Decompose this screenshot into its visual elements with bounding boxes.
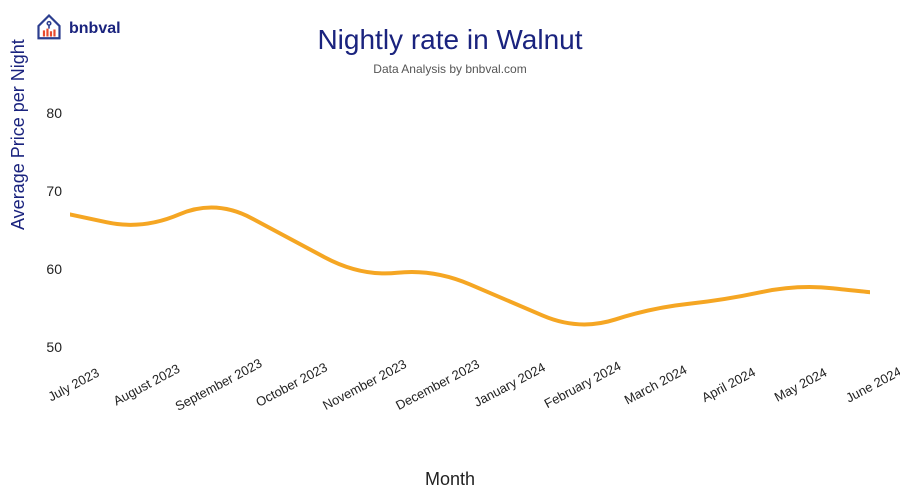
y-tick-label: 80 [46, 105, 70, 121]
line-chart-svg [70, 90, 870, 370]
y-axis-label: Average Price per Night [8, 39, 29, 230]
y-tick-label: 50 [46, 339, 70, 355]
x-tick-label: April 2024 [699, 364, 758, 405]
x-tick-label: May 2024 [772, 365, 829, 405]
chart-subtitle: Data Analysis by bnbval.com [0, 62, 900, 76]
chart-title: Nightly rate in Walnut [0, 24, 900, 56]
x-tick-label: June 2024 [843, 364, 900, 406]
x-axis-label: Month [0, 469, 900, 490]
chart-plot-area: 50607080July 2023August 2023September 20… [70, 90, 870, 370]
y-tick-label: 60 [46, 261, 70, 277]
y-tick-label: 70 [46, 183, 70, 199]
x-tick-label: July 2023 [45, 365, 101, 404]
